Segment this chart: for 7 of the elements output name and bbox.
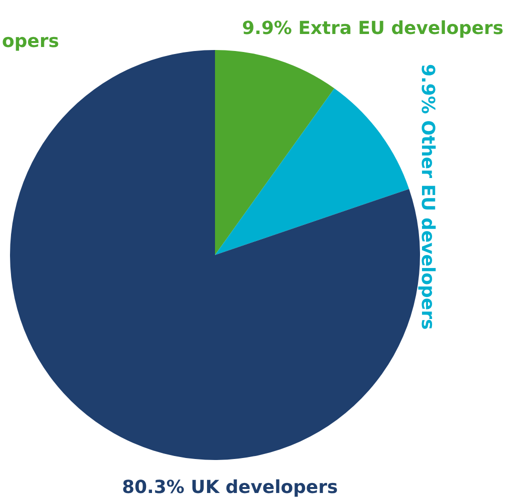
pie-slice bbox=[215, 88, 410, 255]
slice-label: 80.3% UK developers bbox=[122, 477, 338, 498]
slice-label: 9.9% Other EU developers bbox=[417, 64, 438, 330]
text: opers bbox=[2, 31, 60, 52]
slice-label: 9.9% Extra EU developers bbox=[242, 18, 504, 39]
pie-slice bbox=[10, 50, 420, 460]
pie-slice bbox=[215, 50, 334, 255]
